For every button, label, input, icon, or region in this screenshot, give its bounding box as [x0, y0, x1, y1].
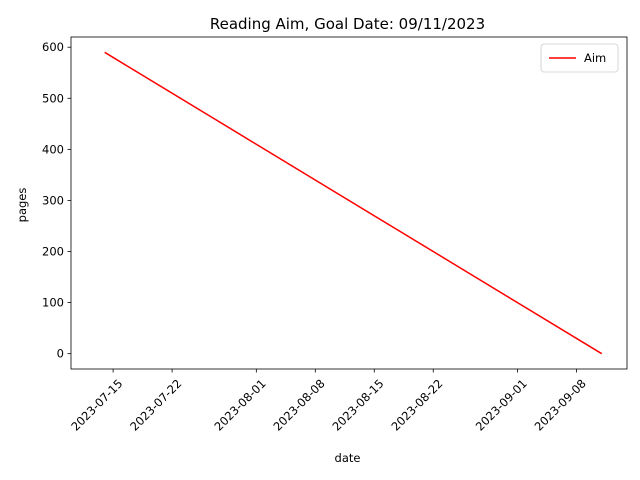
y-tick-label: 600 [42, 40, 64, 54]
y-axis-label: pages [15, 188, 29, 223]
series-line-0 [104, 51, 603, 355]
y-tick-label: 200 [42, 245, 64, 259]
y-tick-label: 300 [42, 193, 64, 207]
axes-frame [70, 36, 628, 370]
y-tick-label: 500 [42, 91, 64, 105]
x-axis-label: date [335, 451, 361, 465]
y-tick-label: 100 [42, 296, 64, 310]
legend-entry-label: Aim [584, 51, 606, 65]
chart-title: Reading Aim, Goal Date: 09/11/2023 [210, 15, 485, 33]
y-tick-label: 0 [57, 347, 64, 361]
y-tick-label: 400 [42, 142, 64, 156]
legend-box [540, 43, 619, 73]
